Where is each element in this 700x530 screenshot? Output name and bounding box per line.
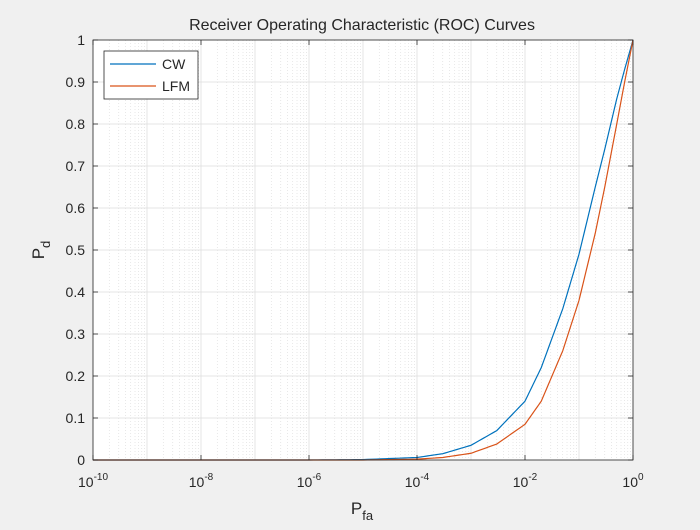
y-axis-label-main: P: [29, 248, 48, 259]
legend-box: [103, 50, 199, 100]
y-tick-label: 0.8: [66, 116, 86, 132]
x-tick-label: 10-6: [297, 472, 322, 490]
x-axis-label-main: P: [351, 499, 362, 518]
x-tick-label: 10-10: [78, 472, 108, 490]
x-tick-label-exponent: -8: [204, 472, 213, 483]
x-tick-label-exponent: -6: [312, 472, 321, 483]
axis-ticks: 10-10 10-8 10-6 10-4 10-2 10000.10.20.30.40.5…: [66, 32, 644, 490]
x-tick-label-base: 10: [622, 474, 638, 490]
x-tick-label-exponent: 0: [638, 472, 644, 483]
y-tick-label: 0.9: [66, 74, 86, 90]
x-tick-label: 10-8: [189, 472, 214, 490]
x-tick-label-exponent: -10: [94, 472, 109, 483]
y-tick-label: 0.2: [66, 368, 86, 384]
legend-label-lfm: LFM: [162, 78, 190, 94]
x-tick-label: 10-4: [405, 472, 430, 490]
x-tick-label-exponent: -2: [528, 472, 537, 483]
y-tick-label: 0.7: [66, 158, 86, 174]
y-tick-label: 0.6: [66, 200, 86, 216]
y-axis-label: Pd: [29, 241, 53, 260]
x-tick-label: 100: [622, 472, 644, 490]
x-tick-label-base: 10: [189, 474, 205, 490]
y-tick-label: 0.5: [66, 242, 86, 258]
x-tick-label-base: 10: [513, 474, 529, 490]
y-axis-label-sub: d: [38, 241, 53, 248]
x-tick-label-exponent: -4: [420, 472, 429, 483]
y-tick-label: 1: [77, 32, 85, 48]
x-tick-label-base: 10: [78, 474, 94, 490]
x-tick-label: 10-2: [513, 472, 538, 490]
y-tick-label: 0.4: [66, 284, 86, 300]
x-axis-label-sub: fa: [362, 508, 374, 523]
chart-title: Receiver Operating Characteristic (ROC) …: [189, 17, 535, 34]
x-tick-label-base: 10: [405, 474, 421, 490]
y-tick-label: 0: [77, 452, 85, 468]
x-tick-label-base: 10: [297, 474, 313, 490]
y-tick-label: 0.1: [66, 410, 86, 426]
legend: CW LFM: [103, 50, 199, 100]
x-axis-label: Pfa: [351, 499, 374, 523]
legend-label-cw: CW: [162, 56, 186, 72]
y-tick-label: 0.3: [66, 326, 86, 342]
